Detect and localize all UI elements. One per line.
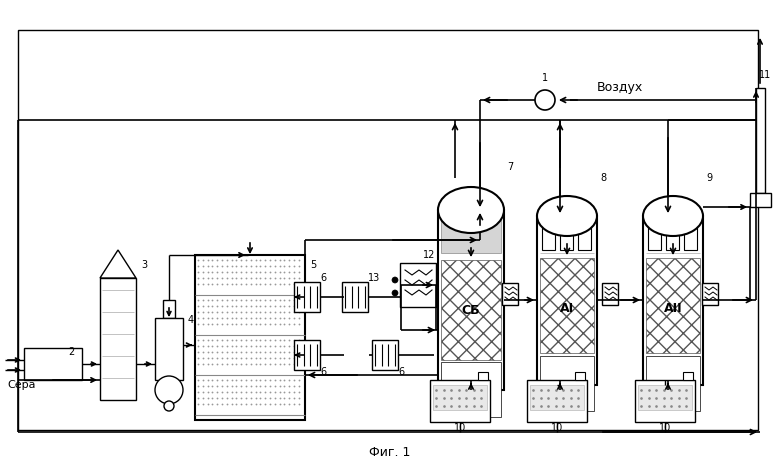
Bar (530, 385, 584, 410)
Bar (372, 340, 398, 370)
Bar (683, 372, 693, 380)
Bar (438, 210, 504, 390)
Bar (646, 258, 700, 353)
Circle shape (164, 401, 174, 411)
Bar (666, 220, 679, 250)
Bar (648, 220, 661, 250)
Bar (750, 193, 771, 207)
Bar (702, 283, 718, 305)
Bar (441, 362, 501, 417)
Bar (100, 278, 136, 400)
Text: 4: 4 (188, 315, 194, 325)
Text: СБ: СБ (462, 304, 480, 316)
Bar (441, 215, 501, 253)
Bar (502, 283, 518, 305)
Text: 8: 8 (600, 173, 606, 183)
Bar (294, 340, 320, 370)
Polygon shape (100, 250, 136, 278)
Text: 5: 5 (310, 260, 316, 270)
Circle shape (155, 376, 183, 404)
Text: 6: 6 (320, 367, 326, 377)
Bar (540, 356, 594, 411)
Text: Воздух: Воздух (597, 81, 644, 95)
Bar (643, 216, 703, 385)
Circle shape (392, 290, 398, 296)
Text: 7: 7 (507, 162, 513, 172)
Text: Сера: Сера (7, 380, 36, 390)
Bar (342, 282, 368, 312)
Bar (155, 318, 183, 380)
Circle shape (392, 277, 398, 283)
Text: 12: 12 (423, 250, 435, 260)
Bar (294, 282, 320, 312)
Text: 10: 10 (551, 423, 563, 433)
Bar (195, 255, 305, 420)
Text: АI: АI (560, 302, 574, 315)
Bar (756, 88, 765, 193)
Bar (542, 220, 555, 250)
Text: 1: 1 (542, 73, 548, 83)
Bar (638, 385, 692, 410)
Bar (635, 380, 695, 422)
Circle shape (535, 90, 555, 110)
Text: 6: 6 (320, 273, 326, 283)
Bar (540, 258, 594, 353)
Text: 10: 10 (659, 423, 671, 433)
Text: 10: 10 (454, 423, 466, 433)
Ellipse shape (537, 196, 597, 236)
Bar (430, 380, 490, 422)
Text: АII: АII (664, 302, 682, 315)
Ellipse shape (643, 196, 703, 236)
Bar (684, 220, 697, 250)
Bar (441, 260, 501, 360)
Bar (602, 283, 618, 305)
Bar (478, 372, 488, 380)
Ellipse shape (438, 187, 504, 233)
Bar (433, 385, 487, 410)
Bar (575, 372, 585, 380)
Bar (163, 300, 175, 318)
Bar (527, 380, 587, 422)
Bar (578, 220, 591, 250)
Bar (537, 216, 597, 385)
Bar (18, 30, 758, 430)
Bar (646, 356, 700, 411)
Text: 11: 11 (759, 70, 771, 80)
Text: 2: 2 (68, 347, 74, 357)
Text: 9: 9 (706, 173, 712, 183)
Text: Фиг. 1: Фиг. 1 (369, 445, 411, 458)
Bar (560, 220, 573, 250)
Text: 6: 6 (398, 367, 404, 377)
Bar (400, 263, 436, 307)
Text: 3: 3 (141, 260, 147, 270)
Text: 13: 13 (368, 273, 381, 283)
Bar (24, 348, 82, 380)
